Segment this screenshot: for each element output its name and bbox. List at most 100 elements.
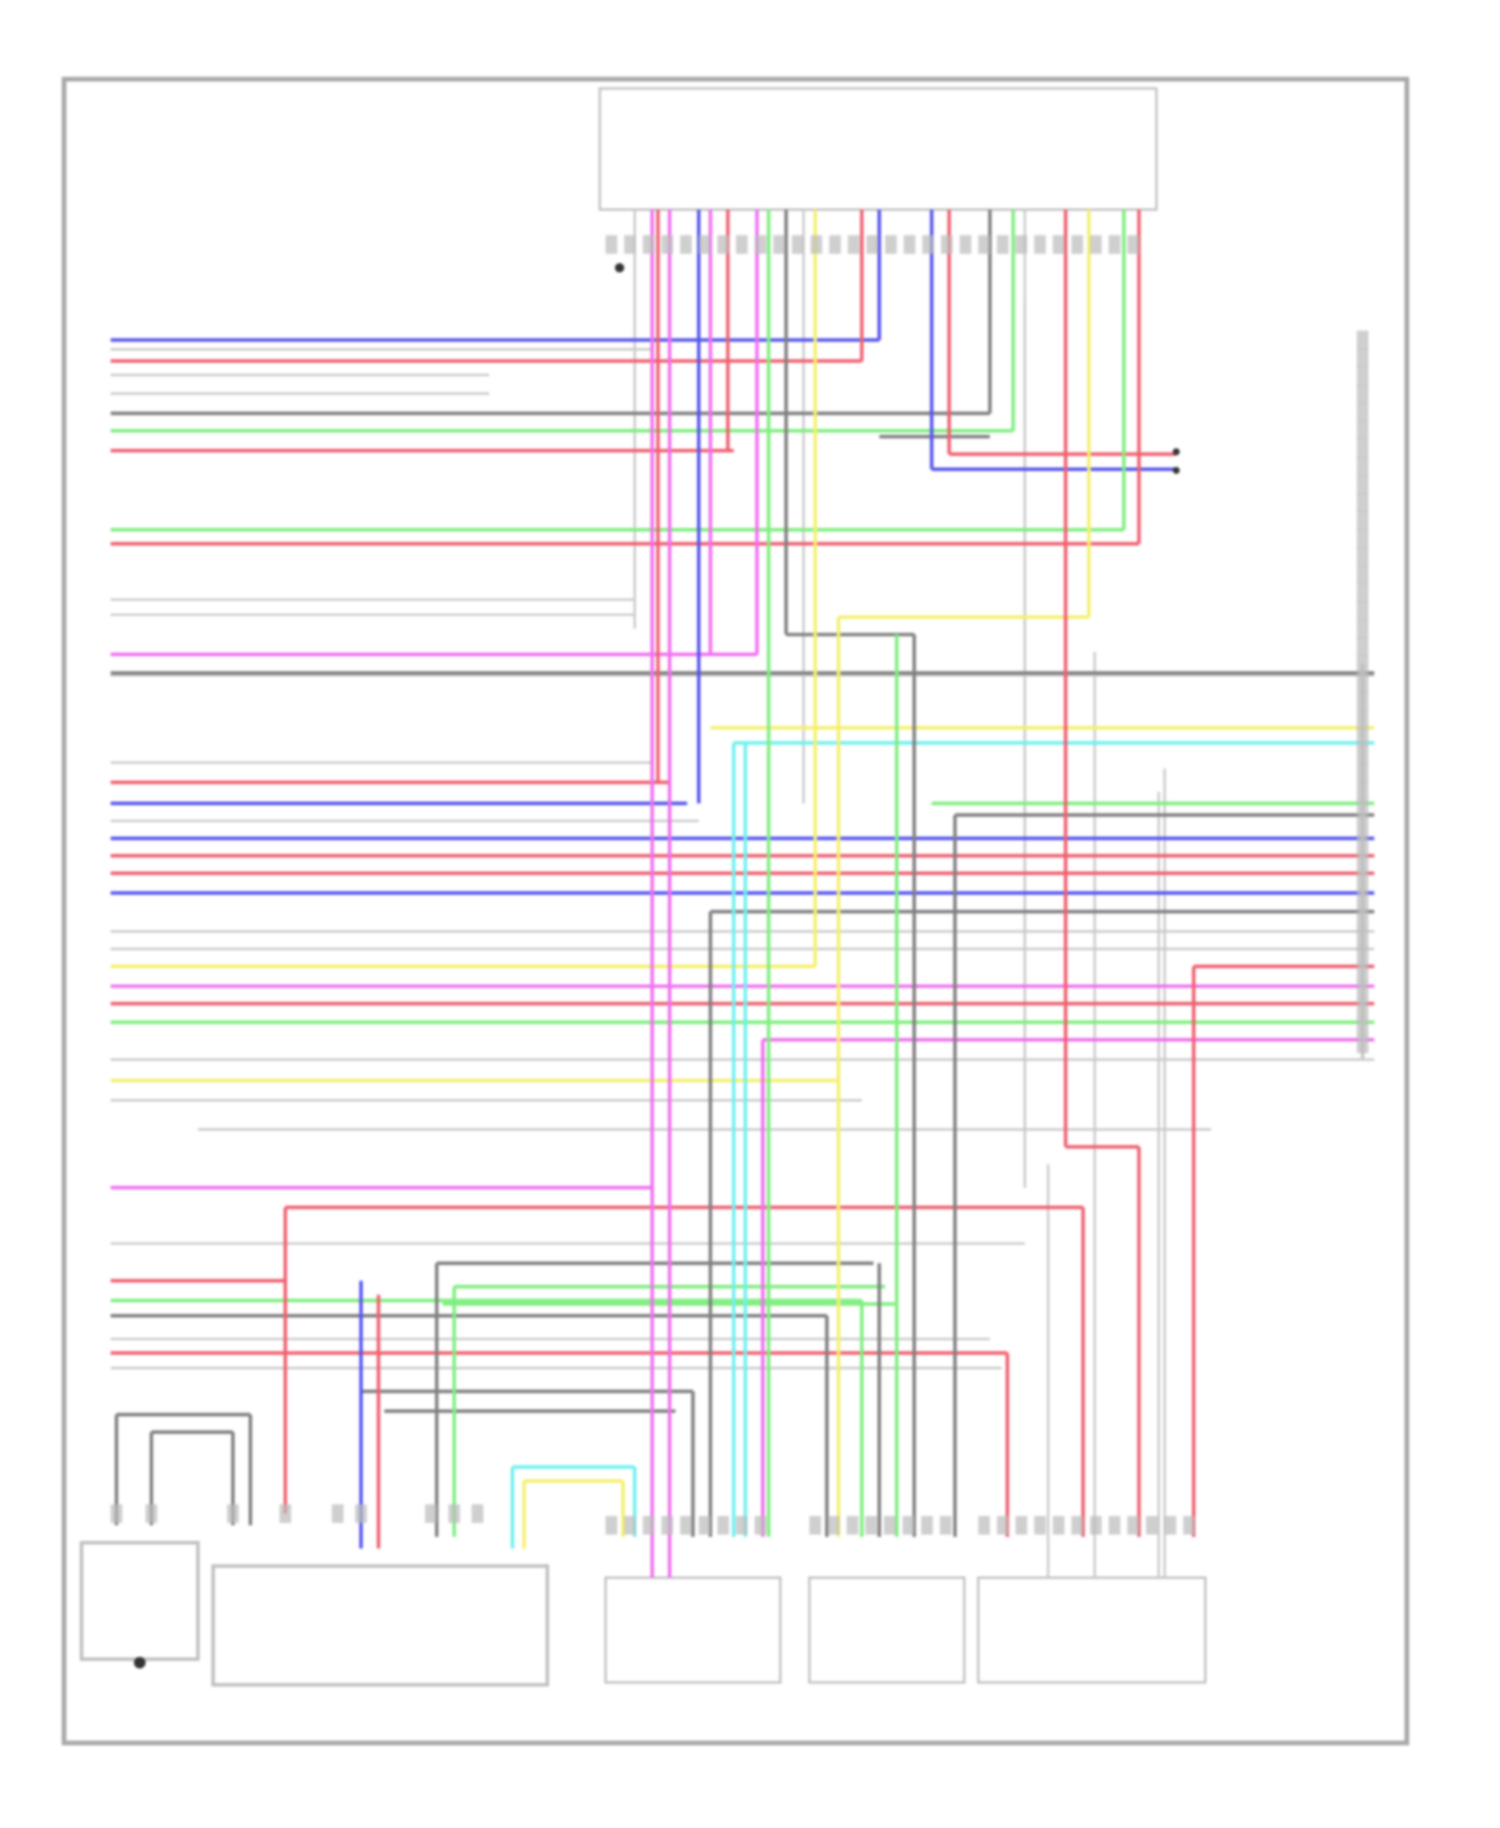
top-connector-pin [810,235,823,254]
top-connector-pin [885,235,897,254]
top-connector-pin [642,235,655,254]
connector-3-pin [1034,1515,1046,1535]
bottom-connector-pin [331,1504,344,1523]
connector-3-pin [1145,1515,1158,1535]
top-connector-pin [698,235,711,254]
top-connector-pin [1108,235,1121,254]
right-connector-pin [1356,655,1369,675]
right-connector-pin [1356,511,1369,530]
right-connector-pin [1356,890,1369,909]
bottom-connector-pin [110,1504,123,1523]
top-connector-pin [1127,235,1139,254]
right-connector-pin [1356,781,1369,801]
right-connector-pin [1356,619,1369,639]
right-connector-pin [1356,908,1369,927]
top-connector-pin [1071,235,1084,254]
bottom-connector-pin [145,1504,158,1523]
top-connector-pin [959,235,972,254]
top-connector-pin [847,235,860,254]
top-connector-pin [996,235,1009,254]
top-connector-pin [680,235,692,254]
connector-1-pin [736,1515,748,1535]
connector-dot-right-2 [1172,466,1180,474]
right-connector-pin [1356,926,1369,945]
right-connector-pin [1356,637,1369,657]
connector-2-pin [921,1515,933,1535]
connector-1-pin [642,1515,655,1535]
right-connector-pin [1356,366,1369,386]
right-connector-pin [1356,763,1369,783]
bottom-connector-pin [279,1504,292,1523]
right-connector-pin [1356,493,1369,512]
right-connector-pin [1356,565,1369,584]
connector-3-pin [1108,1515,1121,1535]
right-connector-pin [1356,835,1369,855]
ground-point-bottom [133,1656,146,1669]
right-connector-pin [1356,583,1369,602]
right-connector-pin [1356,1034,1369,1054]
right-connector-pin [1356,330,1369,350]
top-connector-pin [903,235,916,254]
right-connector-pin [1356,529,1369,548]
right-connector-pin [1356,872,1369,891]
right-connector-pin [1356,980,1369,999]
connector-3-pin [1183,1515,1195,1535]
top-connector-pin [605,235,618,254]
connector-dot-right-1 [1172,448,1180,456]
connector-2-pin [939,1515,952,1535]
connector-1-pin [661,1515,674,1535]
diagram-frame [61,76,1410,1746]
top-connector-pin [754,235,767,254]
ground-point-top [614,263,625,273]
right-connector-pin [1356,457,1369,476]
pins [110,235,1369,1535]
connector-2-pin [865,1515,877,1535]
top-connector-pin [1034,235,1046,254]
right-connector-pin [1356,673,1369,693]
right-connector-pin [1356,799,1369,819]
connector-box-1 [604,1576,782,1684]
right-connector-pin [1356,601,1369,621]
bottom-connector-pin [471,1504,484,1523]
connector-box-2 [808,1576,966,1684]
right-connector-pin [1356,475,1369,494]
right-connector-pin [1356,438,1369,458]
right-connector-pin [1356,709,1369,729]
right-connector-pin [1356,384,1369,404]
connector-2-pin [846,1515,859,1535]
right-connector-pin [1356,420,1369,440]
connector-2-pin [902,1515,915,1535]
connector-1-pin [717,1515,730,1535]
top-connector-pin [978,235,990,254]
right-connector-pin [1356,854,1369,873]
control-module-box [211,1564,550,1687]
connector-2-pin [809,1515,822,1535]
bottom-connector-pin [425,1504,437,1523]
bottom-connector-pin [355,1504,367,1523]
top-connector-pin [866,235,879,254]
top-connector-pin [922,235,935,254]
right-connector-pin [1356,962,1369,981]
right-connector-pin [1356,1016,1369,1036]
connector-1-pin [680,1515,692,1535]
right-connector-pin [1356,944,1369,963]
top-connector-pin [773,235,785,254]
right-connector-pin [1356,402,1369,422]
top-connector-pin [1090,235,1102,254]
bottom-connector-pin [448,1504,461,1523]
connector-3-pin [1071,1515,1084,1535]
right-connector-pin [1356,547,1369,566]
top-connector-pin [791,235,804,254]
sensor-box [79,1540,200,1661]
right-connector-pin [1356,998,1369,1018]
top-connector-pin [736,235,748,254]
top-connector-pin [661,235,674,254]
connector-3-pin [1015,1515,1028,1535]
top-connector-pin [717,235,730,254]
connector-1-pin [754,1515,767,1535]
connector-3-pin [1052,1515,1065,1535]
top-connector-pin [1015,235,1028,254]
right-connector-pin [1356,817,1369,837]
bottom-connector-pin [227,1504,239,1523]
right-connector-pin [1356,745,1369,765]
